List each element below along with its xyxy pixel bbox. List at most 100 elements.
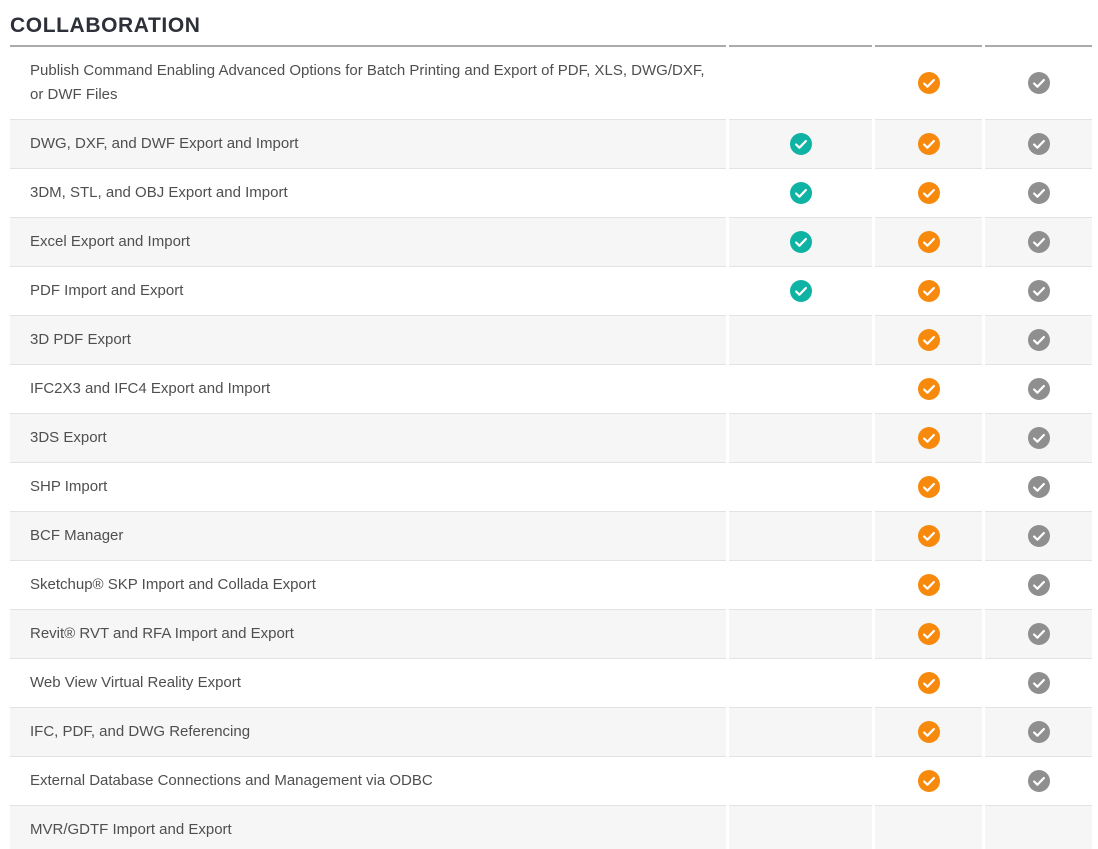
feature-label: 3DS Export [10, 413, 726, 462]
check-cell-orange [875, 511, 982, 560]
orange-check-circle-icon [917, 770, 940, 792]
gray-check-circle-icon [1027, 672, 1050, 694]
check-cell-orange [875, 805, 982, 849]
check-cell-teal [729, 45, 872, 119]
gray-check-circle-icon [1027, 427, 1050, 449]
feature-label: 3DM, STL, and OBJ Export and Import [10, 168, 726, 217]
check-cell-orange [875, 364, 982, 413]
feature-label: MVR/GDTF Import and Export [10, 805, 726, 849]
check-cell-orange [875, 560, 982, 609]
check-cell-gray [985, 805, 1092, 849]
check-cell-teal [729, 119, 872, 168]
table-row: PDF Import and Export [10, 266, 1092, 315]
feature-label: Excel Export and Import [10, 217, 726, 266]
feature-label: 3D PDF Export [10, 315, 726, 364]
gray-check-circle-icon [1027, 476, 1050, 498]
orange-check-circle-icon [917, 623, 940, 645]
feature-label: PDF Import and Export [10, 266, 726, 315]
orange-check-circle-icon [917, 280, 940, 302]
gray-check-circle-icon [1027, 329, 1050, 351]
table-row: External Database Connections and Manage… [10, 756, 1092, 805]
table-row: DWG, DXF, and DWF Export and Import [10, 119, 1092, 168]
orange-check-circle-icon [917, 721, 940, 743]
check-cell-gray [985, 315, 1092, 364]
feature-label: Publish Command Enabling Advanced Option… [10, 45, 726, 119]
orange-check-circle-icon [917, 427, 940, 449]
gray-check-circle-icon [1027, 231, 1050, 253]
orange-check-circle-icon [917, 182, 940, 204]
check-cell-teal [729, 805, 872, 849]
check-cell-gray [985, 462, 1092, 511]
orange-check-circle-icon [917, 672, 940, 694]
check-cell-orange [875, 707, 982, 756]
check-cell-orange [875, 119, 982, 168]
check-cell-orange [875, 609, 982, 658]
check-cell-gray [985, 560, 1092, 609]
orange-check-circle-icon [917, 574, 940, 596]
check-cell-orange [875, 413, 982, 462]
check-cell-teal [729, 462, 872, 511]
check-cell-gray [985, 217, 1092, 266]
gray-check-circle-icon [1027, 623, 1050, 645]
check-cell-teal [729, 560, 872, 609]
table-row: Revit® RVT and RFA Import and Export [10, 609, 1092, 658]
check-cell-gray [985, 364, 1092, 413]
check-cell-gray [985, 45, 1092, 119]
gray-check-circle-icon [1027, 574, 1050, 596]
check-cell-teal [729, 217, 872, 266]
check-cell-orange [875, 45, 982, 119]
orange-check-circle-icon [917, 378, 940, 400]
check-cell-teal [729, 413, 872, 462]
table-row: Excel Export and Import [10, 217, 1092, 266]
table-row: SHP Import [10, 462, 1092, 511]
feature-label: SHP Import [10, 462, 726, 511]
table-row: Publish Command Enabling Advanced Option… [10, 45, 1092, 119]
feature-label: IFC, PDF, and DWG Referencing [10, 707, 726, 756]
check-cell-teal [729, 266, 872, 315]
table-row: MVR/GDTF Import and Export [10, 805, 1092, 849]
feature-label: Revit® RVT and RFA Import and Export [10, 609, 726, 658]
check-cell-gray [985, 119, 1092, 168]
check-cell-gray [985, 658, 1092, 707]
check-cell-orange [875, 658, 982, 707]
check-cell-teal [729, 315, 872, 364]
check-cell-gray [985, 168, 1092, 217]
check-cell-orange [875, 168, 982, 217]
orange-check-circle-icon [917, 72, 940, 94]
check-cell-orange [875, 315, 982, 364]
check-cell-gray [985, 413, 1092, 462]
table-row: 3DM, STL, and OBJ Export and Import [10, 168, 1092, 217]
check-cell-gray [985, 756, 1092, 805]
check-cell-gray [985, 511, 1092, 560]
check-cell-orange [875, 266, 982, 315]
gray-check-circle-icon [1027, 133, 1050, 155]
check-cell-gray [985, 609, 1092, 658]
teal-check-circle-icon [789, 182, 812, 204]
gray-check-circle-icon [1027, 72, 1050, 94]
check-cell-teal [729, 364, 872, 413]
check-cell-teal [729, 756, 872, 805]
check-cell-teal [729, 658, 872, 707]
check-cell-gray [985, 707, 1092, 756]
table-row: IFC2X3 and IFC4 Export and Import [10, 364, 1092, 413]
orange-check-circle-icon [917, 476, 940, 498]
table-row: Web View Virtual Reality Export [10, 658, 1092, 707]
orange-check-circle-icon [917, 525, 940, 547]
feature-label: DWG, DXF, and DWF Export and Import [10, 119, 726, 168]
feature-label: IFC2X3 and IFC4 Export and Import [10, 364, 726, 413]
teal-check-circle-icon [789, 280, 812, 302]
table-row: BCF Manager [10, 511, 1092, 560]
orange-check-circle-icon [917, 231, 940, 253]
check-cell-teal [729, 168, 872, 217]
section-title: COLLABORATION [10, 14, 201, 37]
teal-check-circle-icon [789, 133, 812, 155]
table-row: 3D PDF Export [10, 315, 1092, 364]
check-cell-orange [875, 217, 982, 266]
gray-check-circle-icon [1027, 525, 1050, 547]
table-row: Sketchup® SKP Import and Collada Export [10, 560, 1092, 609]
check-cell-orange [875, 756, 982, 805]
check-cell-teal [729, 511, 872, 560]
feature-label: BCF Manager [10, 511, 726, 560]
table-row: 3DS Export [10, 413, 1092, 462]
